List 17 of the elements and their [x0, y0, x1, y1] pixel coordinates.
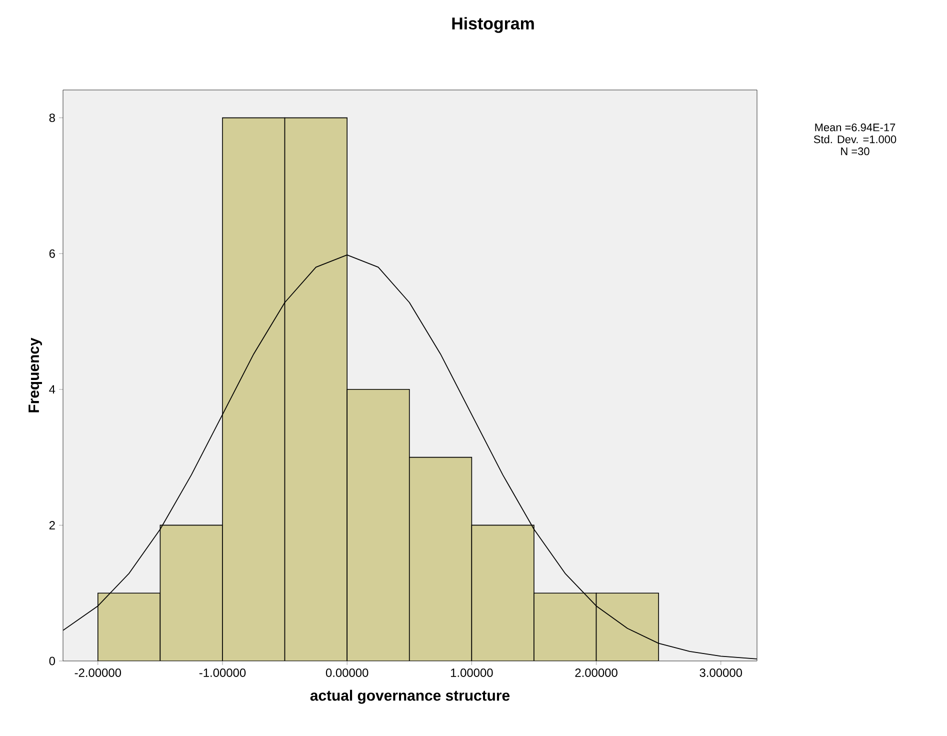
y-axis-title: Frequency [28, 338, 42, 412]
x-axis-title: actual governance structure [310, 690, 510, 704]
y-tick-label: 0 [49, 656, 56, 666]
x-tick-label: 2.00000 [575, 668, 618, 677]
y-tick-label: 6 [49, 249, 55, 258]
text: N =30 [841, 147, 870, 156]
y-tick-label: 8 [49, 114, 55, 122]
x-tick-label: -1.00000 [199, 668, 246, 677]
chart-title: Histogram [452, 17, 534, 33]
y-tick-label: 4 [49, 385, 56, 394]
x-tick-label: 3.00000 [700, 668, 742, 677]
x-tick-label: 1.00000 [450, 668, 493, 677]
x-tick-label: -2.00000 [74, 668, 122, 677]
x-tick-label: 0.00000 [326, 668, 368, 677]
text: Std. Dev. =1.000 [814, 135, 896, 144]
text: Mean =6.94E-17 [815, 124, 896, 132]
y-tick-label: 2 [49, 521, 55, 530]
